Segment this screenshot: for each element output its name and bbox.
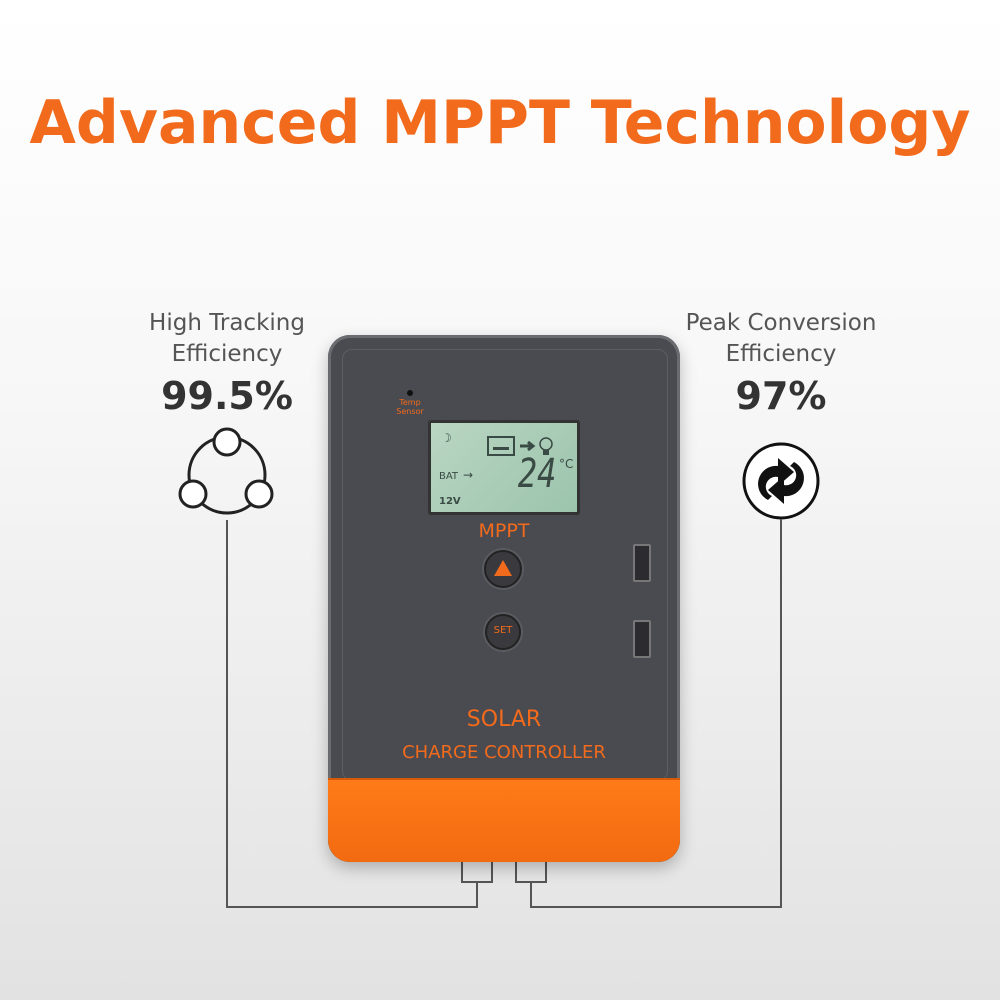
- battery-load-icon: [487, 436, 553, 456]
- lcd-voltage: 12V: [439, 496, 461, 507]
- lcd-temperature: 24: [517, 451, 557, 497]
- moon-icon: ☽: [441, 431, 452, 445]
- left-value: 99.5%: [161, 374, 293, 418]
- temp-sensor-hole: [407, 390, 413, 396]
- temp-sensor-label-1: Temp: [399, 398, 421, 407]
- usb-port-1: [633, 544, 651, 582]
- mppt-label: MPPT: [478, 520, 530, 542]
- right-label-line2: Efficiency: [725, 341, 837, 367]
- usb-port-2: [633, 620, 651, 658]
- refresh-arrows-icon: [742, 442, 820, 520]
- up-button[interactable]: [484, 550, 522, 588]
- lcd-screen: ☽ BAT → 24 °C 12V: [428, 420, 580, 515]
- solar-charge-controller: Temp Sensor ☽ BAT → 24 °C 12V MPPT SET S…: [328, 335, 680, 862]
- three-node-cycle-icon: [178, 427, 274, 515]
- charge-controller-label: CHARGE CONTROLLER: [402, 742, 606, 763]
- solar-label: SOLAR: [466, 707, 542, 732]
- right-value: 97%: [735, 374, 827, 418]
- set-label: SET: [493, 625, 513, 636]
- lcd-unit: °C: [559, 457, 574, 471]
- triangle-up-icon: [494, 560, 512, 576]
- set-button[interactable]: SET: [485, 614, 521, 650]
- terminal-cover: [328, 778, 680, 862]
- left-label-line2: Efficiency: [171, 341, 283, 367]
- arrow-right-icon: →: [463, 468, 474, 482]
- temp-sensor-label-2: Sensor: [396, 407, 424, 416]
- lcd-bat-label: BAT: [439, 471, 459, 482]
- right-label-line1: Peak Conversion: [685, 310, 877, 336]
- left-label-line1: High Tracking: [149, 310, 305, 336]
- page-title: Advanced MPPT Technology: [29, 88, 971, 158]
